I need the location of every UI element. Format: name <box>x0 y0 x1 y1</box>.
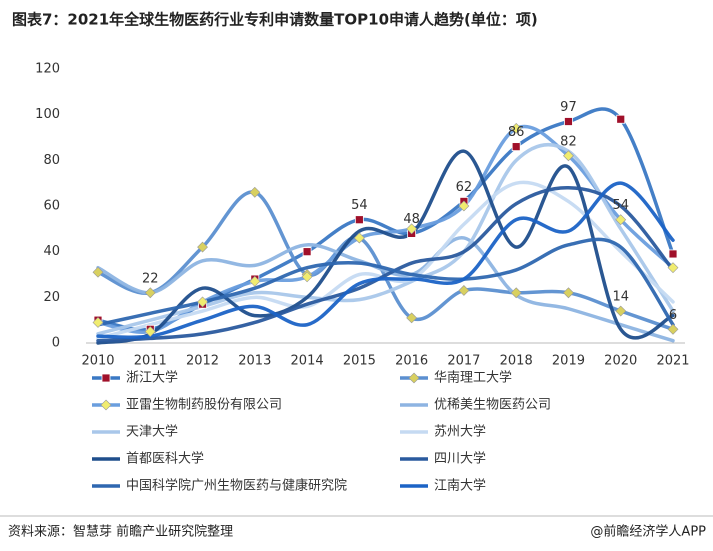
data-label: 6 <box>669 308 677 323</box>
point-marker <box>563 150 574 162</box>
data-label: 97 <box>560 100 577 115</box>
legend-label: 浙江大学 <box>126 370 178 386</box>
point-marker <box>249 275 261 287</box>
point-marker <box>616 114 626 124</box>
legend-label: 四川大学 <box>434 451 486 467</box>
series-line <box>96 181 675 340</box>
x-tick-label: 2010 <box>81 354 114 369</box>
point-marker <box>510 122 522 134</box>
point-marker <box>144 287 156 299</box>
data-label: 14 <box>612 290 629 305</box>
legend-label: 天津大学 <box>126 424 178 440</box>
point-marker <box>458 200 470 212</box>
legend-marker <box>408 372 420 384</box>
x-tick-label: 2017 <box>447 354 480 369</box>
point-marker <box>667 262 679 274</box>
point-marker <box>302 247 312 257</box>
legend-label: 华南理工大学 <box>434 370 512 386</box>
legend-marker <box>101 373 111 383</box>
point-marker <box>144 326 156 338</box>
legend-label: 亚雷生物制药股份有限公司 <box>126 398 282 413</box>
legend-label: 首都医科大学 <box>126 451 204 467</box>
point-marker <box>667 323 679 335</box>
point-marker <box>301 271 313 283</box>
point-marker <box>353 232 365 244</box>
point-marker <box>406 312 418 324</box>
point-marker <box>668 249 678 259</box>
y-tick-label: 20 <box>43 290 60 305</box>
legend-label: 江南大学 <box>434 478 486 494</box>
point-marker <box>354 215 364 225</box>
legend-marker <box>100 399 112 411</box>
point-marker <box>615 214 627 226</box>
x-tick-label: 2013 <box>238 354 271 369</box>
point-marker <box>197 241 208 253</box>
legend-label: 苏州大学 <box>434 424 486 440</box>
source: 资料来源：智慧芽 前瞻产业研究院整理 <box>8 524 233 540</box>
x-tick-label: 2012 <box>186 354 219 369</box>
y-tick-label: 0 <box>52 336 60 351</box>
x-tick-label: 2018 <box>500 354 533 369</box>
data-label: 48 <box>403 212 420 227</box>
y-tick-label: 40 <box>43 244 60 259</box>
point-marker <box>249 186 261 198</box>
data-label: 82 <box>560 134 577 149</box>
y-tick-label: 60 <box>43 199 60 214</box>
point-marker <box>510 287 522 299</box>
data-label: 22 <box>142 271 159 286</box>
point-marker <box>511 142 521 152</box>
legend-label: 中国科学院广州生物医药与健康研究院 <box>126 478 347 494</box>
y-tick-label: 120 <box>35 62 60 77</box>
data-label: 54 <box>612 198 629 213</box>
data-label: 62 <box>456 180 473 195</box>
point-marker <box>563 287 574 299</box>
x-tick-label: 2021 <box>656 354 689 369</box>
x-tick-label: 2020 <box>604 354 637 369</box>
data-label: 86 <box>508 125 525 140</box>
x-tick-label: 2016 <box>395 354 428 369</box>
credit: @前瞻经济学人APP <box>590 524 706 540</box>
data-label: 54 <box>351 198 368 213</box>
point-marker <box>564 117 573 126</box>
point-marker <box>92 266 104 278</box>
point-marker <box>615 305 627 317</box>
legend-label: 优稀美生物医药公司 <box>434 398 551 413</box>
chart-title: 图表7：2021年全球生物医药行业专利申请数量TOP10申请人趋势(单位：项) <box>12 11 538 29</box>
point-marker <box>92 317 104 328</box>
x-tick-label: 2011 <box>134 354 167 369</box>
x-tick-label: 2014 <box>291 354 324 369</box>
point-marker <box>197 296 208 308</box>
point-marker <box>406 223 418 235</box>
y-tick-label: 100 <box>35 107 60 122</box>
x-tick-label: 2019 <box>552 354 585 369</box>
y-tick-label: 80 <box>43 153 60 168</box>
point-marker <box>458 285 470 296</box>
x-tick-label: 2015 <box>343 354 376 369</box>
